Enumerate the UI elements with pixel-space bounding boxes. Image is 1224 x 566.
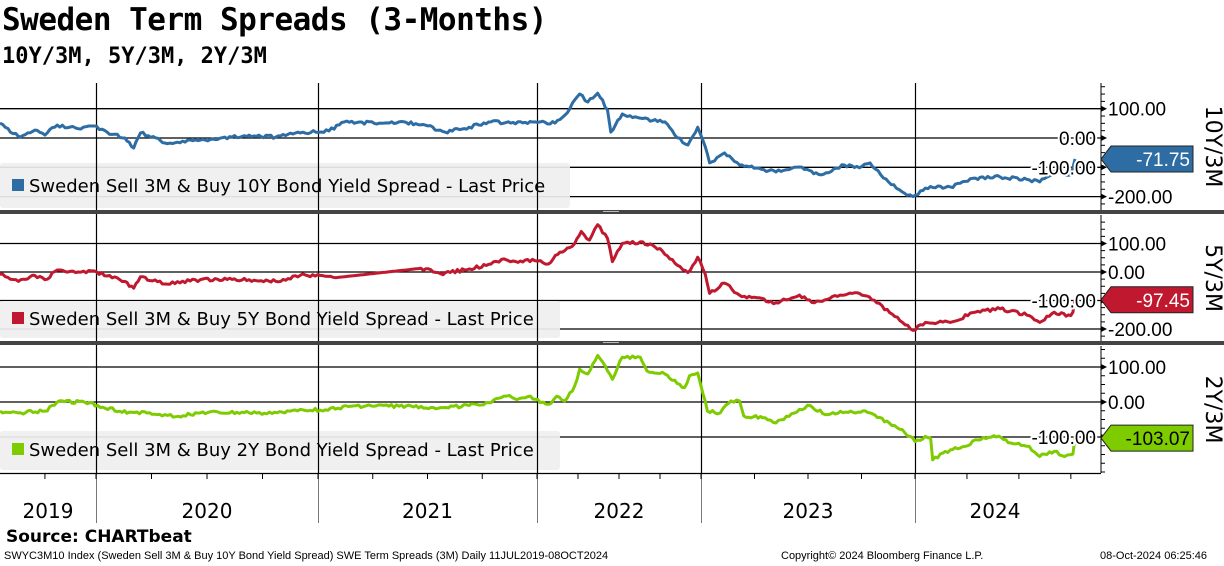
chart-title: Sweden Term Spreads (3-Months) <box>2 2 547 38</box>
y-tick-label-5y: 0.00 <box>1108 263 1145 284</box>
x-tick-label: 2021 <box>402 499 453 523</box>
source-note: Source: CHARTbeat <box>6 527 192 547</box>
gridlines <box>0 108 1105 438</box>
x-tick-label: 2024 <box>970 499 1021 523</box>
legend-swatch-2y <box>12 443 24 455</box>
y-tick-label-5y: 100.00 <box>1108 235 1166 256</box>
legend-swatch-5y <box>12 312 24 324</box>
last-value-tag-10y <box>1100 145 1194 173</box>
legend-swatch-10y <box>12 179 24 191</box>
axes <box>0 83 1107 479</box>
y-tick-label-5y: -200.00 <box>1108 320 1172 341</box>
series-lines <box>0 91 1077 462</box>
series-line-5y <box>0 223 1077 332</box>
y-tick-label-2y: -100.00 <box>1032 428 1096 449</box>
x-tick-labels: 2019 2020 2021 2022 2023 2024 <box>23 499 1021 523</box>
legend-label-2y: Sweden Sell 3M & Buy 2Y Bond Yield Sprea… <box>29 440 534 461</box>
y-tick-label-10y: -200.00 <box>1108 188 1172 209</box>
footer-description: SWYC3M10 Index (Sweden Sell 3M & Buy 10Y… <box>4 550 609 562</box>
y-tick-label-5y: -100.00 <box>1032 292 1096 313</box>
y-tick-label-2y: 100.00 <box>1108 358 1166 379</box>
legend-label-10y: Sweden Sell 3M & Buy 10Y Bond Yield Spre… <box>29 176 545 197</box>
y-tick-label-10y: 0.00 <box>1059 129 1096 150</box>
legend-label-5y: Sweden Sell 3M & Buy 5Y Bond Yield Sprea… <box>29 309 534 330</box>
y-tick-label-2y: 0.00 <box>1108 393 1145 414</box>
x-tick-label: 2023 <box>783 499 834 523</box>
legend-10y: Sweden Sell 3M & Buy 10Y Bond Yield Spre… <box>0 163 570 208</box>
footer-timestamp: 08-Oct-2024 06:25:46 <box>1100 550 1208 562</box>
x-tick-label: 2020 <box>182 499 233 523</box>
panel-label-2y: 2Y/3M <box>1200 376 1224 444</box>
series-line-2y <box>0 353 1077 462</box>
y-tick-labels: 100.00 0.00 -100.00 -200.00 100.00 0.00 -100.0… <box>1030 100 1173 451</box>
legend-5y: Sweden Sell 3M & Buy 5Y Bond Yield Sprea… <box>0 301 560 338</box>
last-value-tag-5y <box>1100 286 1194 314</box>
last-value-tag-2y <box>1100 424 1194 452</box>
y-tick-label-10y: -100.00 <box>1032 158 1096 179</box>
panel-label-10y: 10Y/3M <box>1200 106 1224 188</box>
last-value-label-2y: -103.07 <box>1126 429 1190 450</box>
x-tick-label: 2019 <box>23 499 74 523</box>
last-value-label-5y: -97.45 <box>1136 291 1190 312</box>
last-value-tags: -71.75 -97.45 -103.07 <box>1100 145 1194 452</box>
legend-2y: Sweden Sell 3M & Buy 2Y Bond Yield Sprea… <box>0 431 560 470</box>
panel-labels: 10Y/3M 5Y/3M 2Y/3M <box>1200 106 1224 444</box>
panel-label-5y: 5Y/3M <box>1200 244 1224 312</box>
chart-subtitle: 10Y/3M, 5Y/3M, 2Y/3M <box>2 44 267 69</box>
x-tick-label: 2022 <box>594 499 645 523</box>
legends: Sweden Sell 3M & Buy 10Y Bond Yield Spre… <box>0 163 570 470</box>
last-value-label-10y: -71.75 <box>1136 150 1190 171</box>
year-gridlines <box>95 83 917 523</box>
series-line-10y <box>0 91 1077 199</box>
y-tick-label-10y: 100.00 <box>1108 100 1166 121</box>
footer-copyright: Copyright© 2024 Bloomberg Finance L.P. <box>781 550 984 562</box>
